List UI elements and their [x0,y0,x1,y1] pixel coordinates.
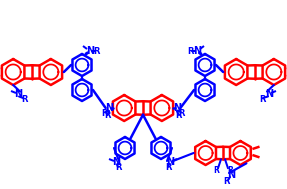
Text: R: R [188,46,194,56]
Text: R: R [259,94,265,104]
Text: R: R [165,163,171,173]
Text: R: R [104,112,110,121]
Text: N: N [105,103,113,113]
Text: N: N [193,46,201,56]
Text: N: N [166,157,174,167]
Text: N: N [86,46,94,56]
Text: R: R [179,108,185,118]
Text: N: N [112,157,120,167]
Text: N: N [265,89,273,99]
Text: R: R [176,112,182,121]
Text: R: R [101,108,107,118]
Text: N: N [14,89,22,99]
Text: N: N [173,103,181,113]
Text: N: N [227,170,235,180]
Text: R: R [213,166,219,175]
Text: R: R [115,163,121,173]
Text: R: R [227,166,233,175]
Text: R: R [93,46,99,56]
Text: R: R [21,94,27,104]
Text: R: R [224,177,230,185]
